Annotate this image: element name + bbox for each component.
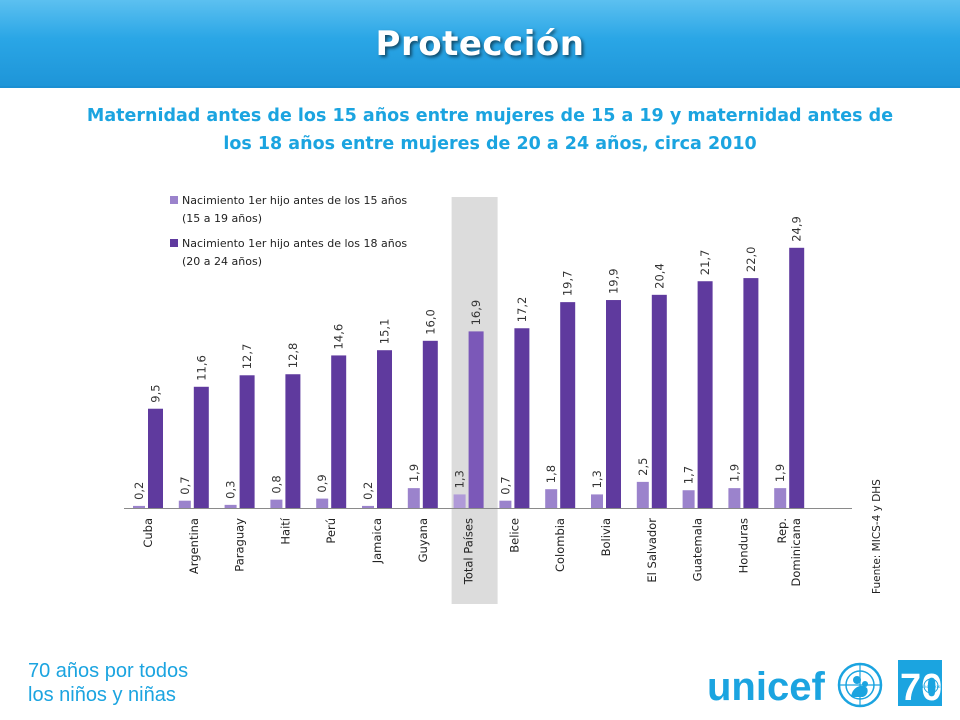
unicef-emblem-icon [837,662,883,708]
bar-series2 [239,375,255,508]
chart-subtitle-line-2: los 18 años entre mujeres de 20 a 24 año… [223,134,757,154]
x-tick-label: El Salvador [645,518,659,583]
anniversary-badge-years: 1946 2016 [922,684,942,689]
data-label-series1: 0,9 [315,474,329,492]
bar-series1 [224,504,237,508]
data-label-series2: 17,2 [515,297,529,323]
x-tick-label: Paraguay [233,518,247,572]
bar-chart: 0,2 9,5 Cuba 0,7 11,6 Argentina 0,3 12,7 Paragua… [124,194,883,604]
bar-series2 [422,340,438,508]
data-label-series1: 1,9 [773,464,787,482]
x-tick-label: Colombia [553,518,567,572]
footer-slogan-line-2: los niños y niñas [28,684,176,706]
data-label-series2: 22,0 [744,246,758,272]
legend-label: (20 a 24 años) [182,255,262,268]
legend-swatch [170,239,178,247]
page-title: Protección [375,24,585,64]
bar-series2 [789,247,805,509]
bar-series2 [377,350,392,508]
bar-series2 [560,302,576,508]
x-tick-label: Jamaica [370,518,384,564]
x-tick-label: Total Países [462,518,476,585]
data-label-series2: 12,7 [240,344,254,370]
data-label-series1: 0,2 [361,482,375,500]
data-label-series2: 12,8 [286,343,300,369]
data-label-series1: 1,7 [682,466,696,484]
data-label-series2: 9,5 [149,384,163,402]
x-tick-label: Cuba [141,518,155,548]
data-label-series1: 1,3 [453,470,467,488]
x-tick-label: Honduras [736,518,750,573]
data-label-series1: 1,3 [590,470,604,488]
x-tick-label: Belice [507,518,521,553]
data-label-series1: 0,8 [269,475,283,493]
bar-series2 [285,374,301,508]
bar-series1 [728,488,741,508]
x-tick-label: Rep. [775,518,789,544]
legend-label: Nacimiento 1er hijo antes de los 18 años [182,237,407,250]
data-label-series2: 19,9 [607,268,621,294]
bar-series1 [270,499,283,508]
data-label-series1: 0,7 [498,476,512,494]
data-label-series2: 21,7 [698,250,712,276]
data-label-series2: 16,9 [469,300,483,326]
data-label-series1: 0,3 [224,481,238,499]
anniversary-badge: 70 1946 2016 [898,660,942,706]
bar-series1 [591,494,603,508]
legend-label: Nacimiento 1er hijo antes de los 15 años [182,194,407,207]
data-label-series2: 20,4 [652,263,666,289]
bar-series1 [499,500,512,508]
x-tick-label: Dominicana [789,518,803,586]
data-label-series1: 2,5 [636,458,650,476]
bar-series2 [148,408,163,508]
x-tick-label: Perú [324,518,338,544]
chart-subtitle: Maternidad antes de los 15 años entre mu… [50,102,930,158]
bar-series1 [682,490,695,508]
data-label-series1: 0,7 [178,476,192,494]
data-label-series2: 16,0 [423,309,437,335]
bar-series2 [743,278,759,508]
data-label-series1: 1,8 [544,465,558,483]
data-label-series1: 1,9 [407,464,421,482]
bar-series1 [636,481,649,508]
bar-series1 [362,505,374,508]
legend-swatch [170,196,178,204]
bar-series2 [193,386,209,508]
bar-series2 [651,294,667,508]
data-label-series2: 24,9 [790,216,804,242]
data-label-series2: 11,6 [194,355,208,381]
bar-series2 [468,331,484,508]
x-tick-label: Argentina [187,518,201,574]
unicef-logo-text: unicef [707,665,825,709]
x-tick-label: Guyana [416,518,430,562]
bar-series1 [316,498,329,508]
source-note: Fuente: MICS-4 y DHS [871,479,883,594]
bar-series1 [453,494,466,508]
bar-series2 [697,281,713,508]
bar-series2 [606,300,621,508]
bar-series2 [331,355,347,508]
data-label-series2: 19,7 [561,271,575,297]
footer-slogan-line-1: 70 años por todos [28,660,189,682]
bar-series1 [774,488,787,508]
x-tick-label: Haití [278,517,292,544]
data-label-series1: 1,9 [727,464,741,482]
data-label-series2: 15,1 [378,319,392,345]
header-bar: Protección [0,0,960,88]
bar-series1 [178,500,191,508]
bar-series1 [545,489,558,508]
bar-series2 [514,328,530,508]
unicef-logo: unicef [707,662,883,709]
chart-subtitle-line-1: Maternidad antes de los 15 años entre mu… [86,106,894,126]
x-tick-label: Bolivia [599,518,613,556]
data-label-series2: 14,6 [332,324,346,350]
bar-series1 [133,505,145,508]
x-tick-label: Guatemala [691,518,705,581]
legend-label: (15 a 19 años) [182,212,262,225]
bar-series1 [407,488,420,508]
anniversary-badge-number: 70 [900,667,942,706]
data-label-series1: 0,2 [132,482,146,500]
